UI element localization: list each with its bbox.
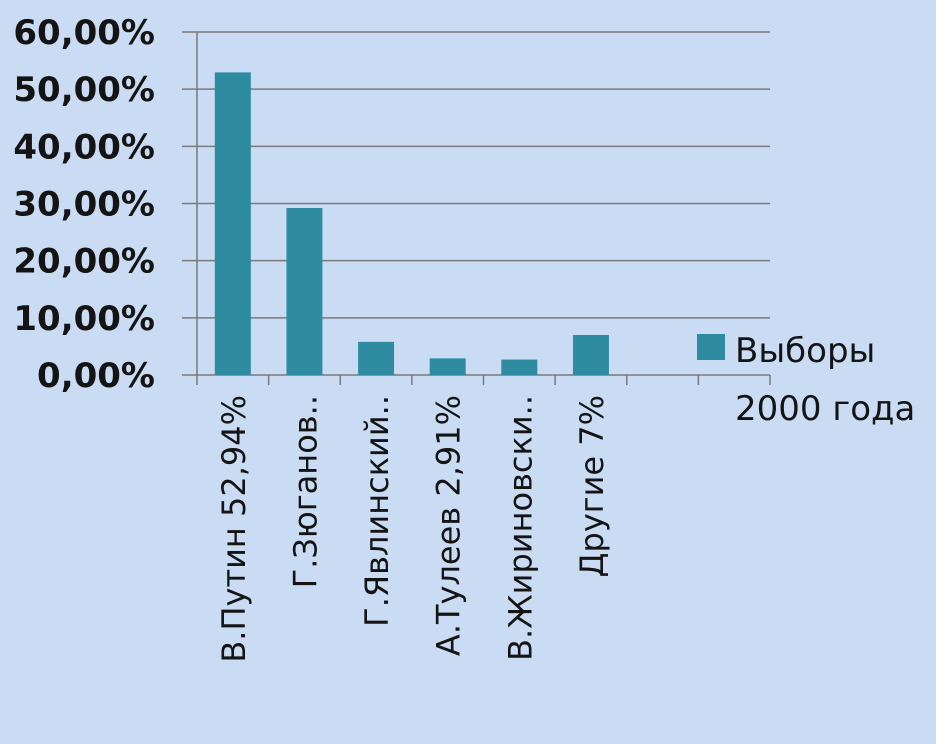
y-tick-label: 60,00% xyxy=(13,13,155,53)
y-tick-label: 10,00% xyxy=(13,299,155,339)
y-tick-label: 50,00% xyxy=(13,70,155,110)
legend-swatch xyxy=(697,334,725,360)
bar xyxy=(572,334,609,375)
x-tick-label: В.Жириновски.. xyxy=(501,395,539,661)
bar xyxy=(358,341,395,375)
x-tick-label: В.Путин 52,94% xyxy=(215,395,253,663)
y-tick-label: 0,00% xyxy=(37,356,155,396)
bar xyxy=(429,358,466,375)
x-tick-label: Г.Зюганов.. xyxy=(286,395,324,588)
x-tick-label: А.Тулеев 2,91% xyxy=(430,395,468,656)
bar xyxy=(501,359,538,375)
bar xyxy=(286,208,323,375)
x-tick-label: Другие 7% xyxy=(573,395,611,577)
y-tick-label: 20,00% xyxy=(13,242,155,282)
y-tick-label: 40,00% xyxy=(13,127,155,167)
y-tick-label: 30,00% xyxy=(13,185,155,225)
bar xyxy=(214,72,251,375)
legend-label: Выборы 2000 года xyxy=(735,331,916,429)
x-tick-label: Г.Явлинский.. xyxy=(358,395,396,627)
